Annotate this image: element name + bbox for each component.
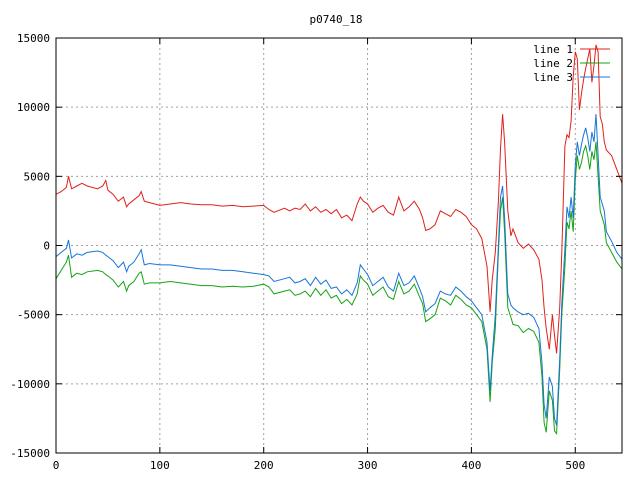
x-tick-label: 500 [565, 459, 585, 472]
x-tick-label: 100 [150, 459, 170, 472]
grid [56, 38, 622, 453]
legend-label-1: line 1 [533, 43, 573, 56]
y-tick-label: 5000 [24, 170, 51, 183]
axis-ticks: 0 100 200 300 400 500 -15000 -10000 -5000 0 5000 10… [10, 32, 622, 472]
x-tick-label: 0 [53, 459, 60, 472]
x-tick-label: 200 [254, 459, 274, 472]
legend-label-3: line 3 [533, 71, 573, 84]
series-line-3 [55, 114, 623, 426]
legend-label-2: line 2 [533, 57, 573, 70]
y-tick-label: 10000 [17, 101, 50, 114]
chart-title: p0740_18 [310, 13, 363, 26]
x-tick-label: 300 [358, 459, 378, 472]
series-line-1 [55, 44, 623, 354]
series-line-2 [55, 141, 623, 435]
series-group [55, 44, 623, 435]
y-tick-label: -5000 [17, 309, 50, 322]
y-tick-label: -10000 [10, 378, 50, 391]
y-tick-label: -15000 [10, 447, 50, 460]
y-tick-label: 0 [43, 240, 50, 253]
x-tick-label: 400 [461, 459, 481, 472]
y-tick-label: 15000 [17, 32, 50, 45]
